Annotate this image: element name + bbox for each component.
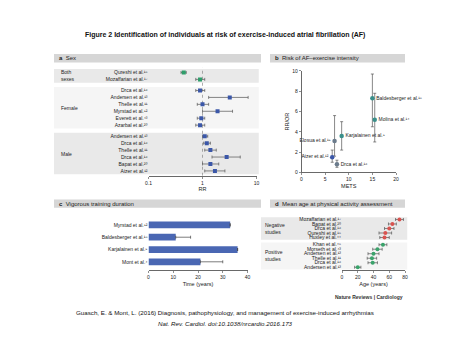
svg-text:2: 2 (295, 149, 298, 155)
svg-text:6: 6 (295, 108, 298, 114)
svg-text:0: 0 (300, 176, 303, 182)
svg-text:Baldesberger et al.¹⁸: Baldesberger et al.¹⁸ (102, 234, 148, 240)
svg-text:Bapat et al.²⁰: Bapat et al.²⁰ (312, 221, 341, 227)
svg-text:8: 8 (295, 88, 298, 94)
svg-text:30: 30 (220, 274, 226, 280)
svg-text:Andersen et al.¹³: Andersen et al.¹³ (304, 264, 341, 270)
svg-text:20: 20 (355, 274, 361, 280)
svg-text:METS: METS (341, 183, 357, 189)
svg-text:Mozaffarian et al.¹⁷: Mozaffarian et al.¹⁷ (106, 76, 148, 82)
svg-text:Negativestudies: Negativestudies (265, 222, 285, 235)
svg-text:Positivestudies: Positivestudies (265, 249, 283, 262)
svg-text:4: 4 (295, 129, 298, 135)
svg-text:a Sex: a Sex (59, 55, 76, 61)
svg-text:Bapat et al.²⁰: Bapat et al.²⁰ (119, 161, 148, 167)
svg-text:15: 15 (370, 176, 376, 182)
svg-text:Azarbal et al.²⁰: Azarbal et al.²⁰ (115, 122, 148, 128)
svg-text:Mont et al.⁴: Mont et al.⁴ (122, 259, 148, 265)
svg-text:Baldesberger et al.¹⁸: Baldesberger et al.¹⁸ (376, 95, 422, 101)
svg-text:Age (years): Age (years) (359, 281, 388, 287)
svg-text:0: 0 (147, 274, 150, 280)
svg-text:1: 1 (201, 180, 204, 186)
svg-text:b Risk of AF–exercise intensi: b Risk of AF–exercise intensity (275, 55, 359, 61)
svg-text:Everett et al.⁴³: Everett et al.⁴³ (116, 115, 148, 121)
svg-text:Thelle et al.¹¹: Thelle et al.¹¹ (118, 147, 148, 153)
svg-text:Molina et al.¹⁴: Molina et al.¹⁴ (379, 116, 410, 122)
svg-text:Nat. Rev. Cardiol. doi:10.1038: Nat. Rev. Cardiol. doi:10.1038/nrcardio.… (158, 320, 293, 327)
svg-text:0: 0 (341, 274, 344, 280)
svg-text:c Vigorous training duration: c Vigorous training duration (59, 201, 134, 207)
svg-text:Morseth et al.⁴³: Morseth et al.⁴³ (307, 246, 341, 252)
svg-text:d Mean age at physical activi: d Mean age at physical activity assessme… (275, 201, 393, 207)
svg-text:Huxley et al.⁴⁴: Huxley et al.⁴⁴ (309, 234, 341, 240)
svg-text:10: 10 (292, 68, 298, 74)
svg-text:10: 10 (170, 274, 176, 280)
svg-text:Qureshi et al.¹⁵: Qureshi et al.¹⁵ (114, 69, 147, 75)
svg-text:10: 10 (254, 180, 260, 186)
svg-text:Myrstad et al.⁹²: Myrstad et al.⁹² (114, 108, 148, 114)
svg-text:Female: Female (61, 105, 78, 111)
svg-text:0: 0 (295, 169, 298, 175)
svg-text:Time (years): Time (years) (183, 281, 214, 287)
svg-text:0.1: 0.1 (145, 180, 152, 186)
svg-text:Mozaffarian et al.¹⁷: Mozaffarian et al.¹⁷ (299, 216, 341, 222)
svg-text:RR: RR (199, 186, 207, 192)
svg-text:Male: Male (61, 151, 72, 157)
svg-text:Elosua et al.¹⁹: Elosua et al.¹⁹ (299, 137, 330, 143)
svg-text:Drca et al.¹⁶: Drca et al.¹⁶ (121, 154, 148, 160)
svg-text:80: 80 (402, 274, 408, 280)
svg-text:Aizer et al.¹²: Aizer et al.¹² (121, 168, 148, 174)
svg-text:Bothsexes: Bothsexes (61, 69, 75, 82)
svg-text:Aizer et al.¹²: Aizer et al.¹² (301, 153, 328, 159)
svg-text:Andersen et al.¹³: Andersen et al.¹³ (111, 133, 148, 139)
svg-text:40: 40 (245, 274, 251, 280)
svg-text:Drca et al.¹⁶: Drca et al.¹⁶ (121, 87, 148, 93)
svg-text:10: 10 (346, 176, 352, 182)
svg-text:Drca et al.¹⁶: Drca et al.¹⁶ (341, 161, 368, 167)
svg-text:20: 20 (195, 274, 201, 280)
svg-text:Thelle et al.¹¹: Thelle et al.¹¹ (118, 101, 148, 107)
svg-text:Guasch, E. & Mont, L. (2016) D: Guasch, E. & Mont, L. (2016) Diagnosis, … (76, 309, 374, 316)
svg-text:Nature Reviews | Cardiology: Nature Reviews | Cardiology (335, 294, 403, 300)
svg-text:5: 5 (324, 176, 327, 182)
svg-text:60: 60 (386, 274, 392, 280)
svg-text:Karjalainen et al.⁹: Karjalainen et al.⁹ (345, 132, 384, 138)
svg-text:Khan et al.⁴⁵: Khan et al.⁴⁵ (313, 241, 341, 247)
svg-text:20: 20 (393, 176, 399, 182)
svg-text:Thelle et al.¹¹: Thelle et al.¹¹ (312, 255, 342, 261)
svg-text:Figure 2 Identification of ind: Figure 2 Identification of individuals a… (85, 31, 365, 39)
svg-text:Andersen et al.¹³: Andersen et al.¹³ (111, 94, 148, 100)
svg-text:Karjalainen et al.⁹: Karjalainen et al.⁹ (108, 246, 147, 252)
svg-text:Drca et al.¹⁶: Drca et al.¹⁶ (314, 259, 341, 265)
svg-text:Drca et al.¹⁶: Drca et al.¹⁶ (121, 140, 148, 146)
svg-text:Myrstad et al.⁹²: Myrstad et al.⁹² (114, 222, 148, 228)
svg-text:Qureshi et al.¹⁵: Qureshi et al.¹⁵ (308, 230, 341, 236)
svg-text:40: 40 (371, 274, 377, 280)
svg-text:RR/OR: RR/OR (284, 113, 290, 131)
svg-text:Andersen et al.¹³: Andersen et al.¹³ (304, 250, 341, 256)
svg-text:Drca et al.¹⁶: Drca et al.¹⁶ (314, 225, 341, 231)
